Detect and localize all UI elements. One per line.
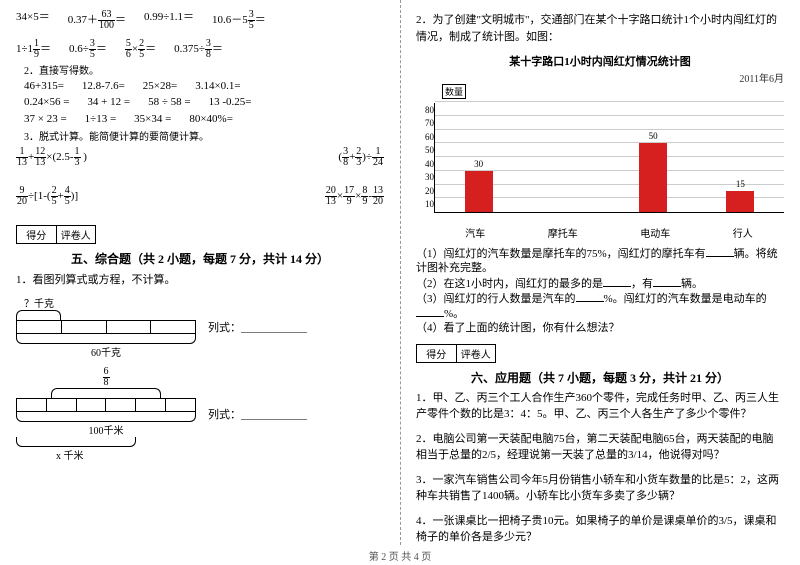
q6-2: 2．电脑公司第一天装配电脑75台，第二天装配电脑65台，两天装配的电脑相当于总量… [416, 431, 784, 464]
q6-4: 4．一张课桌比一把椅子贵10元。如果椅子的单价是课桌单价的3/5，课桌和椅子的单… [416, 513, 784, 546]
bar-汽车: 30 [465, 171, 493, 212]
score-label: 得分 [417, 345, 457, 362]
bar-电动车: 50 [639, 143, 667, 212]
chart-sub-questions: （1）闯红灯的汽车数量是摩托车的75%，闯红灯的摩托车有辆。将统计图补充完整。 … [416, 246, 784, 336]
arith-row-1: 34×5＝ 0.37＋63100＝ 0.99÷1.1＝ 10.6－535＝ [16, 10, 384, 31]
eq-text: 0.99÷1.1＝ [144, 11, 194, 23]
q5-1: 1．看图列算式或方程，不计算。 [16, 271, 384, 287]
score-box: 得分 评卷人 [416, 344, 496, 363]
heading-3: 3．脱式计算。能简便计算的要简便计算。 [24, 128, 384, 143]
blank [416, 306, 444, 317]
x-axis-labels: 汽车 摩托车 电动车 行人 [434, 225, 784, 240]
column-divider [400, 0, 401, 545]
heading-2: 2．直接写得数。 [24, 62, 384, 77]
y-axis-label: 数量 [442, 84, 466, 99]
y-axis: 80 70 60 50 40 30 20 10 [416, 103, 434, 223]
arith-row-2: 1÷119＝ 0.6÷35＝ 56×25＝ 0.375÷38＝ [16, 39, 384, 60]
eq-text: 0.37＋ [68, 14, 98, 26]
left-column: 34×5＝ 0.37＋63100＝ 0.99÷1.1＝ 10.6－535＝ 1÷… [0, 0, 400, 545]
bar-chart: 某十字路口1小时内闯红灯情况统计图 2011年6月 数量 80 70 60 50… [416, 53, 784, 240]
chart-subtitle: 2011年6月 [416, 70, 784, 85]
bar-行人: 15 [726, 191, 754, 212]
score-box: 得分 评卷人 [16, 225, 96, 244]
equation-blank: 列式：____________ [208, 319, 307, 335]
block-b: 46+315=12.8-7.6=25×28=3.14×0.1= 0.24×56 … [24, 79, 384, 126]
score-label: 得分 [17, 226, 57, 243]
chart-title: 某十字路口1小时内闯红灯情况统计图 [416, 53, 784, 69]
section-6-title: 六、应用题（共 7 小题，每题 3 分，共计 21 分） [416, 369, 784, 386]
q6-3: 3．一家汽车销售公司今年5月份销售小轿车和小货车数量的比是5：2，这两种车共销售… [416, 472, 784, 505]
q6-1: 1．甲、乙、丙三个工人合作生产360个零件，完成任务时甲、乙、丙三人生产零件个数… [416, 390, 784, 423]
grader-label: 评卷人 [57, 226, 96, 243]
blank [603, 276, 631, 287]
blank [653, 276, 681, 287]
calc-row-1: 113+1213×(2.5-13 ) (38+23)÷124 [16, 147, 384, 168]
section-5-title: 五、综合题（共 2 小题，每题 7 分，共计 14 分） [16, 250, 384, 267]
q2-intro: 2．为了创建"文明城市"，交通部门在某个十字路口统计1个小时内闯红灯的情况，制成… [416, 12, 784, 45]
equation-blank: 列式：____________ [208, 406, 307, 422]
blank [576, 291, 604, 302]
blank [706, 246, 734, 257]
diagram-2: 68 100千米 x 千米 列式：____________ [16, 367, 384, 462]
calc-row-2: 920÷[1-(25+45)] 2013×179×89-1320 [16, 186, 384, 207]
chart-bars: 30 50 15 [434, 103, 784, 213]
diagram-1: ？千克 60千克 列式：____________ [16, 295, 384, 359]
eq-text: 34×5＝ [16, 11, 50, 23]
page-footer: 第 2 页 共 4 页 [0, 548, 800, 563]
right-column: 2．为了创建"文明城市"，交通部门在某个十字路口统计1个小时内闯红灯的情况，制成… [400, 0, 800, 545]
grader-label: 评卷人 [457, 345, 496, 362]
